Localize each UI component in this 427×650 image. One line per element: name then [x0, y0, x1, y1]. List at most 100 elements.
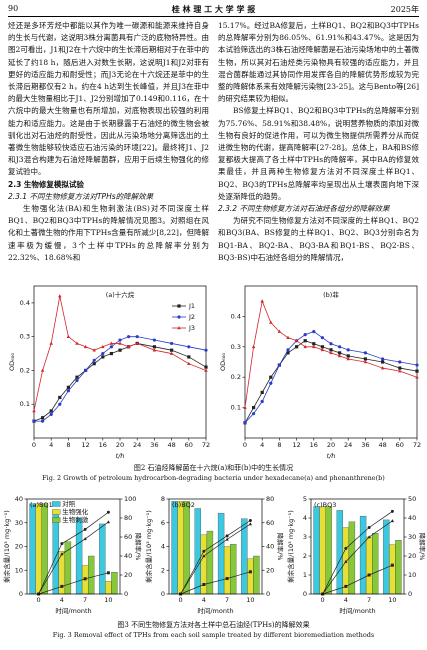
- data-point: [269, 381, 273, 385]
- year: 2025年: [390, 5, 419, 14]
- data-point: [381, 357, 385, 361]
- y-tick-label: 1: [303, 571, 307, 579]
- data-point: [286, 351, 290, 355]
- data-point: [83, 344, 88, 349]
- data-point: [109, 341, 114, 345]
- bar: [223, 546, 231, 595]
- y2-tick-label: 80: [266, 495, 274, 503]
- data-point: [303, 339, 307, 343]
- data-point: [58, 294, 62, 298]
- data-point: [303, 344, 307, 349]
- data-point: [32, 419, 36, 423]
- figure-2-caption: 图2 石油烃降解菌在十六烷(a)和菲(b)中的生长情况 Fig. 2 Growt…: [0, 463, 427, 483]
- y2-tick-label: 30: [408, 533, 416, 541]
- x-tick-label: 4: [260, 441, 264, 449]
- data-point: [248, 570, 252, 574]
- data-point: [243, 405, 247, 409]
- bar: [389, 544, 396, 595]
- data-point: [390, 509, 394, 513]
- x-tick-label: 36: [361, 441, 369, 449]
- data-point: [170, 341, 174, 346]
- y2-tick-label: 60: [124, 533, 132, 541]
- data-point: [83, 577, 87, 581]
- legend-swatch: [52, 501, 61, 507]
- panel-title: (b)菲: [323, 290, 339, 299]
- data-point: [312, 344, 316, 349]
- caption-cn: 图3 不同生物修复方法对各土样中总石油烃(TPHs)的降解效果: [117, 621, 310, 629]
- y2-tick-label: 0: [124, 590, 128, 598]
- x-tick-label: 7: [367, 596, 371, 604]
- caption-en: Fig. 3 Removal effect of TPHs from each …: [52, 631, 375, 639]
- bar: [64, 541, 72, 595]
- bar: [206, 530, 214, 595]
- y2-tick-label: 0: [266, 590, 270, 598]
- bar: [29, 503, 36, 595]
- series-line: [38, 511, 109, 595]
- data-point: [75, 341, 79, 345]
- y2-axis-label: 降解率/%: [276, 533, 284, 561]
- panel-title: (b)BQ2: [172, 501, 195, 509]
- data-point: [152, 345, 156, 349]
- data-point: [49, 412, 53, 416]
- data-point: [169, 351, 174, 355]
- y-tick-label: 0.2: [20, 366, 30, 374]
- bar: [229, 543, 237, 595]
- data-point: [415, 375, 419, 379]
- y2-axis-label: 降解率/%: [134, 533, 142, 561]
- x-tick-label: 8: [66, 441, 70, 449]
- bar: [171, 501, 178, 595]
- x-tick-label: 24: [344, 441, 352, 449]
- data-point: [92, 348, 96, 352]
- y-tick-label: 0: [19, 590, 23, 598]
- data-point: [269, 320, 273, 324]
- data-point: [49, 409, 53, 413]
- data-point: [60, 584, 64, 588]
- x-tick-label: 16: [99, 441, 107, 449]
- data-point: [260, 390, 264, 394]
- y-tick-label: 6: [161, 519, 165, 527]
- y-tick-label: 40: [15, 495, 23, 503]
- series-line: [180, 523, 251, 595]
- data-point: [32, 409, 36, 413]
- y-tick-label: 0.3: [231, 343, 241, 351]
- data-point: [295, 345, 299, 349]
- x-tick-label: 60: [396, 441, 404, 449]
- data-point: [66, 385, 70, 389]
- bar: [319, 506, 326, 595]
- y2-tick-label: 20: [124, 571, 132, 579]
- paragraph: 生物强化法(BA)和生物刺激法(BS)对不同深度土样BQ1、BQ2和BQ3中TP…: [8, 204, 209, 262]
- data-point: [135, 341, 139, 345]
- data-point: [329, 350, 333, 355]
- subsection-heading: 2.3.2 不同生物修复方法对石油烃各组分的降解效果: [218, 204, 390, 214]
- data-point: [60, 552, 64, 556]
- plot-frame: [244, 285, 418, 439]
- x-tick-label: 4: [49, 441, 53, 449]
- y2-tick-label: 100: [124, 495, 136, 503]
- y-axis-label: 剩余含量/(10³ mg·kg⁻¹): [2, 510, 11, 583]
- bar: [383, 519, 390, 595]
- x-tick-label: 0: [37, 596, 41, 604]
- data-point: [101, 351, 105, 356]
- legend-swatch: [52, 517, 61, 523]
- section-heading: 2.3 生物修复模拟试验: [8, 179, 84, 189]
- y-axis-label: OD₆₀₀: [219, 353, 227, 371]
- data-point: [135, 335, 139, 339]
- data-point: [58, 402, 62, 406]
- data-point: [251, 344, 256, 349]
- y-axis-label: 剩余含量/(10³ mg·kg⁻¹): [286, 510, 295, 583]
- bar: [395, 540, 402, 595]
- y2-axis-label: 降解率/%: [418, 533, 426, 561]
- y2-tick-label: 20: [408, 552, 416, 560]
- y2-tick-label: 60: [266, 519, 274, 527]
- data-point: [106, 510, 110, 514]
- data-point: [329, 342, 333, 346]
- subsection-heading: 2.3.1 不同生物修复方法对TPHs的降解效果: [8, 191, 154, 201]
- data-point: [363, 357, 367, 361]
- bar: [111, 572, 118, 595]
- figure-3c: 0 4 7 1001234501020304050时间/month剩余含量/(10³ …: [286, 495, 426, 615]
- legend-swatch: [52, 509, 61, 515]
- data-point: [83, 537, 87, 541]
- figure-2a: 0 4 8 12 16 20 24 36 48 60 720.10.20.30.4t/hOD₆₀₀(…: [8, 285, 210, 460]
- data-point: [204, 368, 208, 372]
- data-point: [204, 365, 208, 369]
